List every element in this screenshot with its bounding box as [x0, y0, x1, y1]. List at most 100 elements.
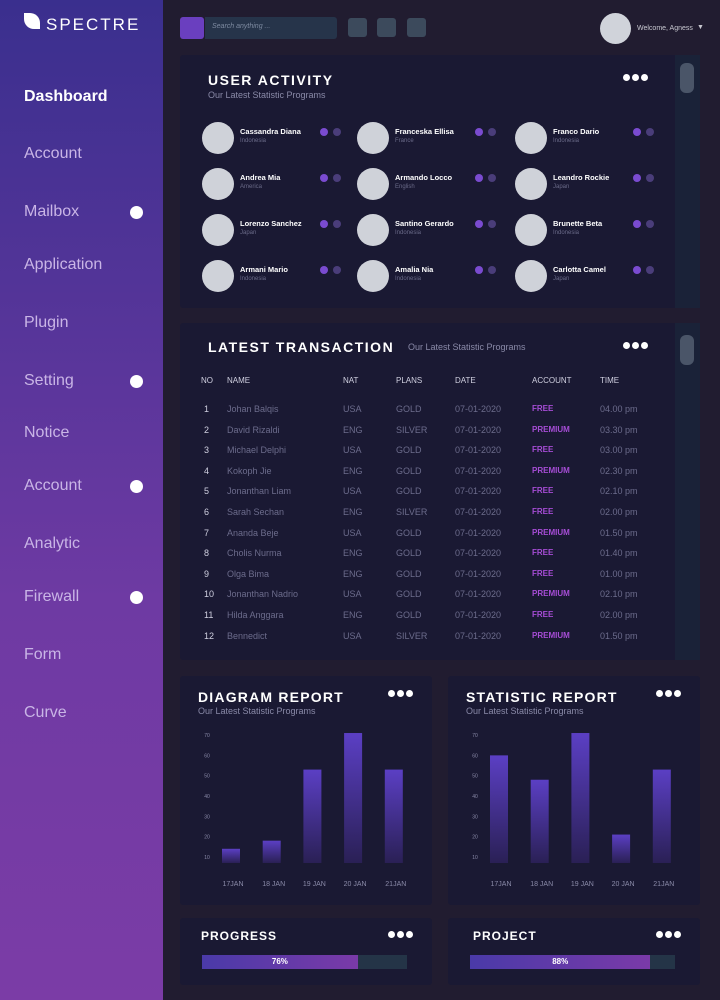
user-avatar	[515, 214, 547, 246]
table-cell: 8	[204, 548, 210, 559]
more-dot[interactable]	[632, 74, 639, 81]
user-country: America	[240, 184, 263, 190]
more-dot[interactable]	[388, 690, 395, 697]
menu-item[interactable]: Form	[24, 646, 62, 663]
menu-dot	[130, 206, 143, 219]
menu-item[interactable]: Application	[24, 256, 103, 273]
more-dot[interactable]	[674, 690, 681, 697]
user-action[interactable]	[333, 220, 341, 228]
menu-item[interactable]: Account	[24, 145, 82, 162]
bar	[303, 769, 322, 863]
menu-dot	[130, 480, 143, 493]
menu-item[interactable]: Notice	[24, 424, 70, 441]
user-name: Leandro Rockie	[553, 173, 610, 182]
column-header: NAME	[227, 376, 251, 385]
y-tick-label: 40	[204, 794, 210, 800]
user-action[interactable]	[320, 220, 328, 228]
user-country: English	[395, 184, 415, 190]
more-dot[interactable]	[397, 931, 404, 938]
scrollbar-thumb[interactable]	[680, 63, 694, 93]
more-dot[interactable]	[665, 931, 672, 938]
more-dot[interactable]	[623, 342, 630, 349]
bar	[222, 848, 240, 863]
user-action[interactable]	[646, 128, 654, 136]
user-action[interactable]	[475, 220, 483, 228]
table-cell: 9	[204, 568, 210, 579]
user-action[interactable]	[646, 220, 654, 228]
bar	[344, 733, 363, 863]
user-action[interactable]	[633, 174, 641, 182]
table-cell: ENG	[343, 424, 363, 435]
card-title: PROGRESS	[201, 929, 278, 943]
x-tick-label: 17JAN	[222, 881, 243, 888]
menu-item[interactable]: Account	[24, 477, 82, 494]
settings-icon[interactable]	[377, 18, 396, 37]
more-dot[interactable]	[656, 690, 663, 697]
more-dot[interactable]	[397, 690, 404, 697]
menu-item[interactable]: Analytic	[24, 535, 81, 552]
search-box[interactable]	[205, 17, 337, 39]
user-country: Japan	[553, 276, 570, 282]
more-dot[interactable]	[641, 342, 648, 349]
user-avatar	[515, 122, 547, 154]
more-dot[interactable]	[406, 690, 413, 697]
dropdown-caret[interactable]: ▼	[697, 24, 704, 31]
column-header: NAT	[343, 376, 359, 385]
user-avatar	[515, 168, 547, 200]
cart-icon[interactable]	[407, 18, 426, 37]
user-name: Lorenzo Sanchez	[240, 219, 302, 228]
notification-icon[interactable]	[348, 18, 367, 37]
user-action[interactable]	[633, 220, 641, 228]
table-cell: Cholis Nurma	[227, 548, 282, 559]
more-dot[interactable]	[674, 931, 681, 938]
user-action[interactable]	[320, 174, 328, 182]
table-cell: FREE	[532, 486, 554, 496]
table-cell: ENG	[343, 507, 363, 517]
user-action[interactable]	[488, 174, 496, 182]
user-action[interactable]	[488, 266, 496, 274]
card-title: STATISTIC REPORT	[466, 689, 618, 705]
more-dot[interactable]	[656, 931, 663, 938]
more-dot[interactable]	[623, 74, 630, 81]
menu-item[interactable]: Firewall	[24, 588, 80, 605]
user-action[interactable]	[633, 128, 641, 136]
user-action[interactable]	[475, 174, 483, 182]
user-action[interactable]	[488, 220, 496, 228]
menu-item[interactable]: Setting	[24, 372, 74, 389]
more-dot[interactable]	[388, 931, 395, 938]
user-action[interactable]	[333, 266, 341, 274]
user-action[interactable]	[646, 174, 654, 182]
more-dot[interactable]	[641, 74, 648, 81]
menu-item[interactable]: Mailbox	[24, 203, 80, 220]
menu-item[interactable]: Dashboard	[24, 88, 108, 105]
user-action[interactable]	[646, 266, 654, 274]
table-cell: ENG	[343, 548, 363, 559]
column-header: TIME	[600, 376, 620, 385]
scrollbar-thumb[interactable]	[680, 335, 694, 365]
card-title: PROJECT	[473, 929, 537, 943]
avatar[interactable]	[600, 13, 631, 44]
table-cell: 11	[204, 610, 214, 620]
more-dot[interactable]	[406, 931, 413, 938]
user-country: Indonesia	[240, 276, 267, 282]
user-action[interactable]	[475, 128, 483, 136]
menu-item[interactable]: Plugin	[24, 314, 69, 331]
user-action[interactable]	[320, 266, 328, 274]
more-dot[interactable]	[632, 342, 639, 349]
card-subtitle: Our Latest Statistic Programs	[466, 706, 584, 716]
search-button[interactable]	[180, 17, 204, 39]
table-cell: Kokoph Jie	[227, 465, 272, 476]
menu-item[interactable]: Curve	[24, 704, 67, 721]
user-action[interactable]	[320, 128, 328, 136]
user-action[interactable]	[333, 174, 341, 182]
user-action[interactable]	[633, 266, 641, 274]
table-cell: Ananda Beje	[227, 527, 279, 538]
progress-label: 88%	[552, 957, 569, 966]
logo: SPECTRE	[46, 15, 141, 34]
logo-icon	[24, 13, 40, 29]
welcome-text[interactable]: Welcome, Agness	[637, 25, 693, 32]
user-action[interactable]	[488, 128, 496, 136]
user-action[interactable]	[333, 128, 341, 136]
user-action[interactable]	[475, 266, 483, 274]
more-dot[interactable]	[665, 690, 672, 697]
